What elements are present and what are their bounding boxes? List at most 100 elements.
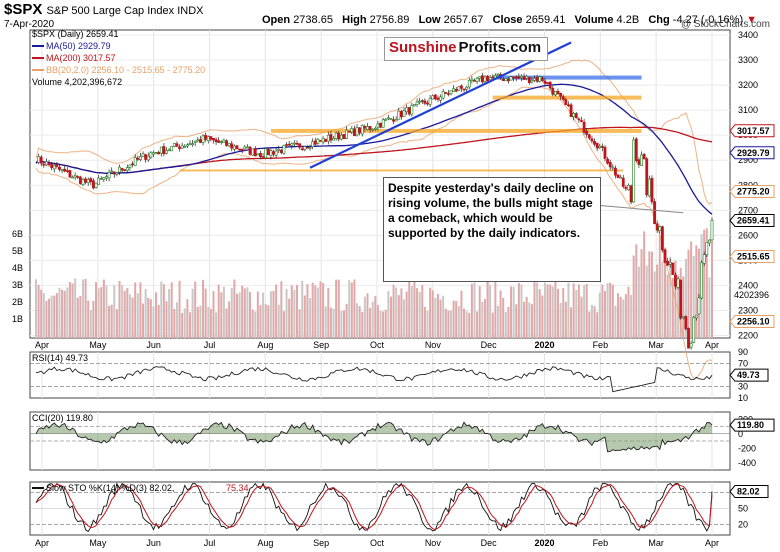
candle-body (212, 137, 215, 141)
volume-bar (309, 298, 312, 338)
volume-bar (494, 278, 497, 338)
candle-body (642, 153, 646, 160)
legend-entry: Volume 4,202,396,672 (32, 77, 122, 87)
logo-part-sunshine: Sunshine (385, 38, 459, 60)
volume-bar (147, 297, 150, 338)
rsi-value-label: 49.73 (737, 370, 760, 380)
candle-body (84, 178, 87, 183)
volume-bar (181, 312, 184, 338)
candle-body (332, 138, 335, 141)
candle-body (478, 76, 482, 79)
sto-k-line (35, 482, 713, 533)
candle-body (183, 145, 187, 148)
price-tick-label: 2900 (738, 155, 758, 165)
volume-bar (350, 282, 353, 338)
annotation-box: Despite yesterday's daily decline on ris… (383, 177, 601, 282)
volume-bar (324, 306, 327, 338)
volume-bar (235, 293, 238, 338)
volume-bar (168, 289, 171, 338)
candle-body (559, 92, 563, 97)
volume-bar (215, 312, 218, 338)
candle-body (360, 125, 364, 135)
volume-bar (327, 287, 330, 338)
volume-bar (376, 305, 379, 338)
candle-body (264, 148, 268, 159)
volume-bar (572, 283, 575, 338)
candle-body (366, 126, 369, 130)
candle-body (525, 75, 529, 79)
volume-bar (262, 292, 265, 338)
cci-tick-label: -400 (738, 458, 756, 468)
candle-body (397, 110, 401, 120)
volume-bar (643, 231, 646, 338)
volume-bar (478, 286, 481, 338)
volume-bar (583, 285, 586, 338)
candle-body (259, 152, 262, 158)
rsi-tick-label: 10 (738, 393, 748, 403)
candle-body (567, 104, 570, 107)
volume-bar (259, 305, 262, 338)
volume-bar (611, 284, 614, 338)
volume-bar (624, 294, 627, 338)
volume-bar (614, 305, 617, 338)
candle-body (261, 156, 265, 158)
candle-body (634, 138, 638, 162)
volume-bar (533, 282, 536, 338)
candle-body (287, 143, 291, 146)
candle-body (491, 76, 495, 79)
month-label-bottom: Oct (370, 538, 385, 548)
candle-body (110, 170, 114, 173)
candle-body (353, 128, 356, 137)
candle-body (386, 117, 390, 120)
candle-body (172, 143, 176, 147)
volume-bar (68, 282, 71, 338)
candle-body (379, 122, 382, 128)
candle-body (89, 178, 93, 183)
open-value: 2738.65 (293, 14, 333, 26)
volume-bar (395, 287, 398, 338)
candle-body (603, 146, 607, 159)
candle-body (394, 119, 398, 122)
price-tick-label: 3300 (738, 55, 758, 65)
candle-body (460, 85, 463, 89)
volume-bar (403, 299, 406, 338)
volume-bar (460, 290, 463, 338)
month-label: Feb (593, 340, 609, 350)
candle-body (483, 76, 487, 83)
candle-body (42, 163, 46, 166)
candle-body (165, 150, 168, 154)
candle-body (266, 148, 270, 156)
candle-body (219, 141, 223, 143)
volume-bar (598, 292, 601, 338)
candle-body (159, 146, 163, 154)
index-name: S&P 500 Large Cap Index INDX (47, 5, 204, 17)
volume-bar (525, 296, 528, 338)
volume-bar (71, 283, 74, 338)
volume-bar (296, 284, 299, 338)
candle-body (504, 78, 508, 82)
candle-body (420, 100, 424, 102)
volume-bar (243, 288, 246, 338)
candle-body (577, 118, 581, 121)
volume-bar (298, 309, 301, 338)
volume-bar (66, 287, 69, 338)
month-label-bottom: Nov (425, 538, 442, 548)
logo-part-profits: Profits.com (458, 38, 548, 60)
volume-bar (230, 287, 233, 338)
candle-body (702, 254, 706, 264)
volume-bar (463, 308, 466, 338)
candle-body (433, 94, 437, 100)
candle-body (473, 80, 476, 82)
candle-body (520, 75, 523, 78)
volume-bar (175, 302, 178, 338)
volume-bar (165, 301, 168, 338)
candle-body (496, 73, 500, 76)
candle-body (431, 95, 435, 100)
candle-body (149, 152, 153, 158)
month-label-bottom: Feb (593, 538, 609, 548)
volume-bar (442, 295, 445, 338)
price-tick-label: 2300 (738, 305, 758, 315)
volume-bar (382, 311, 385, 338)
volume-bar (705, 228, 708, 338)
low-label: Low (418, 14, 441, 26)
